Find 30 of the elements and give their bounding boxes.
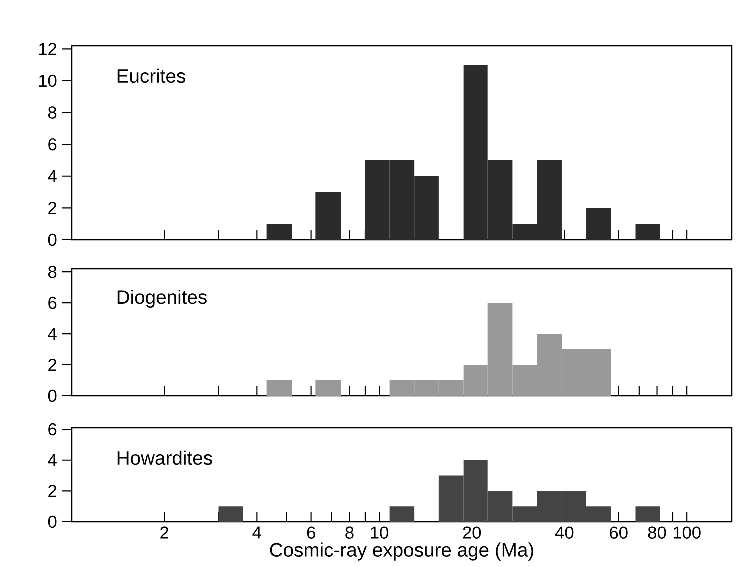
x-tick-label: 8: [346, 526, 354, 539]
x-tick-label: 20: [463, 526, 482, 539]
y-tick-label: 2: [48, 485, 57, 498]
text: Howardites: [118, 450, 212, 466]
x-tick-label: 10: [371, 526, 389, 539]
x-tick-label: 100: [674, 526, 701, 539]
y-tick-label: 0: [48, 516, 57, 528]
y-tick-label: 8: [48, 106, 57, 119]
x-tick-label: 2: [160, 526, 169, 539]
y-tick-label: 8: [48, 266, 57, 278]
x-tick-label: 4: [252, 526, 262, 539]
y-tick-label: 4: [48, 328, 57, 340]
y-tick-label: 10: [39, 74, 57, 88]
y-tick-label: 6: [48, 296, 57, 310]
text: Eucrites: [118, 68, 186, 84]
y-tick-label: 2: [48, 202, 57, 214]
y-tick-label: 4: [48, 454, 57, 466]
y-tick-label: 12: [39, 43, 57, 56]
y-tick-label: 6: [48, 138, 57, 151]
y-tick-label: 6: [48, 423, 57, 436]
x-axis-title: Cosmic-ray exposure age (Ma): [270, 542, 534, 561]
y-tick-label: 0: [48, 234, 57, 246]
x-tick-label: 40: [555, 526, 574, 539]
y-tick-label: 2: [48, 358, 57, 372]
x-tick-label: 6: [307, 526, 316, 539]
x-tick-label: 60: [610, 526, 628, 539]
text: Diogenites: [118, 290, 207, 308]
x-tick-label: 80: [648, 526, 666, 539]
y-tick-label: 0: [48, 390, 57, 402]
y-tick-label: 4: [48, 170, 57, 182]
